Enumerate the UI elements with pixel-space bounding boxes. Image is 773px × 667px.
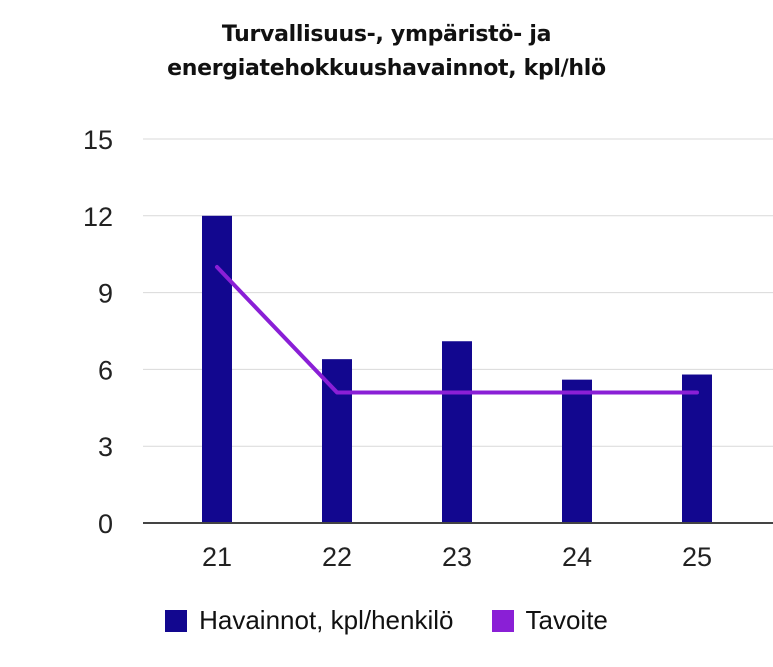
x-tick-label: 22 bbox=[322, 542, 352, 572]
legend-item-havainnot: Havainnot, kpl/henkilö bbox=[165, 605, 454, 636]
chart-title-line-1: Turvallisuus-, ympäristö- ja bbox=[221, 22, 552, 47]
x-tick-label: 21 bbox=[202, 542, 232, 572]
bar bbox=[682, 374, 712, 523]
target-line bbox=[215, 265, 699, 395]
bar bbox=[202, 215, 232, 524]
bar bbox=[322, 359, 352, 523]
chart-area: 0 3 6 9 12 15 21 22 23 24 25 bbox=[83, 125, 773, 572]
y-tick-label: 3 bbox=[98, 432, 113, 462]
chart-title: Turvallisuus-, ympäristö- ja energiateho… bbox=[0, 18, 773, 86]
y-tick-label: 15 bbox=[83, 125, 113, 155]
legend-swatch-bar bbox=[165, 609, 188, 632]
y-tick-label: 12 bbox=[83, 202, 113, 232]
x-tick-label: 25 bbox=[682, 542, 712, 572]
legend-swatch-line bbox=[491, 609, 514, 632]
y-tick-label: 0 bbox=[98, 509, 113, 539]
x-tick-label: 23 bbox=[442, 542, 472, 572]
x-tick-label: 24 bbox=[562, 542, 592, 572]
bar bbox=[562, 379, 592, 523]
y-tick-label: 6 bbox=[98, 355, 113, 385]
legend-label-tavoite: Tavoite bbox=[525, 605, 608, 635]
legend: Havainnot, kpl/henkilö Tavoite bbox=[0, 605, 773, 636]
legend-item-tavoite: Tavoite bbox=[491, 605, 608, 636]
legend-label-havainnot: Havainnot, kpl/henkilö bbox=[199, 605, 454, 635]
y-tick-label: 9 bbox=[98, 279, 113, 309]
chart-title-line-2: energiatehokkuushavainnot, kpl/hlö bbox=[167, 56, 606, 81]
bar bbox=[442, 341, 472, 523]
